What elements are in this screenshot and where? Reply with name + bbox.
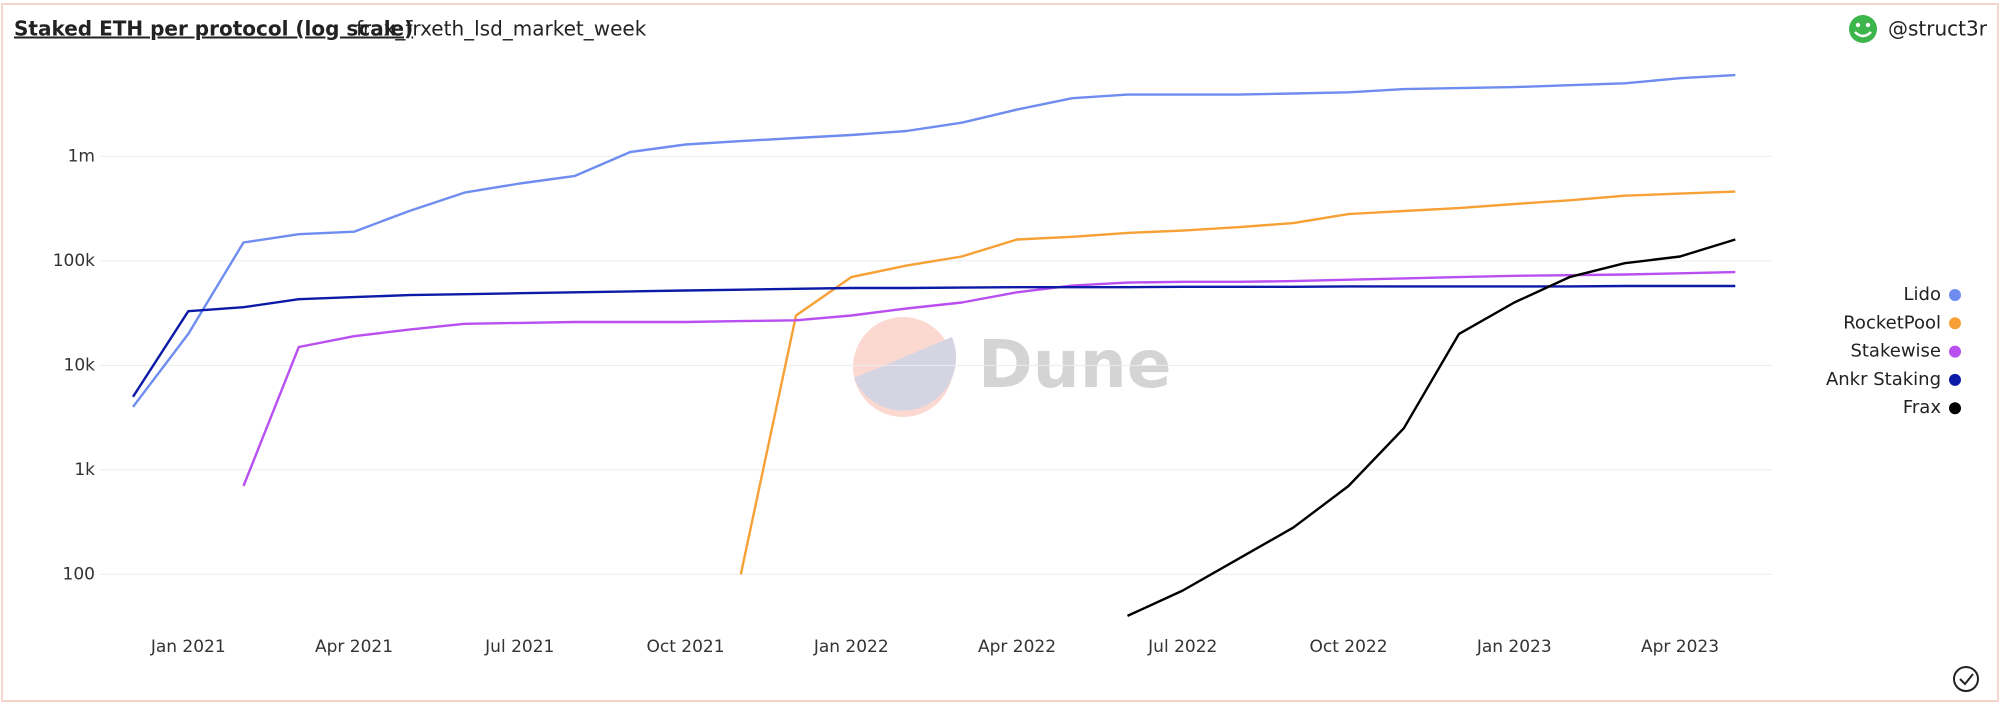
x-tick-label: Apr 2021 bbox=[315, 637, 393, 657]
x-tick-label: Oct 2021 bbox=[646, 637, 724, 657]
series-line bbox=[739, 190, 1736, 575]
chart-title[interactable]: Staked ETH per protocol (log scale) bbox=[14, 17, 413, 41]
series-line bbox=[242, 270, 1736, 487]
series-line bbox=[132, 73, 1736, 408]
y-tick-label: 1k bbox=[74, 460, 95, 480]
x-tick-label: Apr 2022 bbox=[978, 637, 1056, 657]
x-tick-label: Jan 2022 bbox=[813, 637, 889, 657]
legend-swatch bbox=[1949, 317, 1961, 330]
legend-swatch bbox=[1949, 402, 1961, 415]
x-tick-label: Jul 2021 bbox=[484, 637, 554, 657]
legend-label: Ankr Staking bbox=[1826, 369, 1941, 390]
series-line bbox=[1126, 238, 1736, 617]
user-avatar bbox=[1849, 15, 1877, 43]
watermark-logo bbox=[853, 317, 957, 417]
status-icon[interactable] bbox=[1953, 666, 1979, 692]
legend-label: Stakewise bbox=[1850, 341, 1941, 362]
legend-swatch bbox=[1949, 345, 1961, 358]
widget-border bbox=[1, 3, 1999, 702]
x-tick-label: Jul 2022 bbox=[1147, 637, 1217, 657]
watermark-text: Dune bbox=[978, 326, 1172, 403]
legend-swatch bbox=[1949, 289, 1961, 301]
series-line bbox=[131, 284, 1736, 398]
query-name: frax_frxeth_lsd_market_week bbox=[356, 17, 647, 41]
y-tick-label: 10k bbox=[64, 355, 96, 375]
legend-swatch bbox=[1949, 373, 1961, 386]
y-tick-label: 100k bbox=[53, 251, 95, 271]
legend-label: RocketPool bbox=[1843, 312, 1941, 333]
y-tick-label: 100 bbox=[63, 564, 95, 584]
legend-label: Lido bbox=[1904, 284, 1941, 305]
x-tick-label: Jan 2021 bbox=[150, 637, 226, 657]
x-tick-label: Apr 2023 bbox=[1641, 637, 1719, 657]
x-tick-label: Oct 2022 bbox=[1309, 637, 1387, 657]
legend-label: Frax bbox=[1903, 397, 1941, 418]
y-tick-label: 1m bbox=[68, 146, 95, 166]
x-tick-label: Jan 2023 bbox=[1476, 637, 1552, 657]
user-handle[interactable]: @struct3r bbox=[1888, 17, 1988, 41]
